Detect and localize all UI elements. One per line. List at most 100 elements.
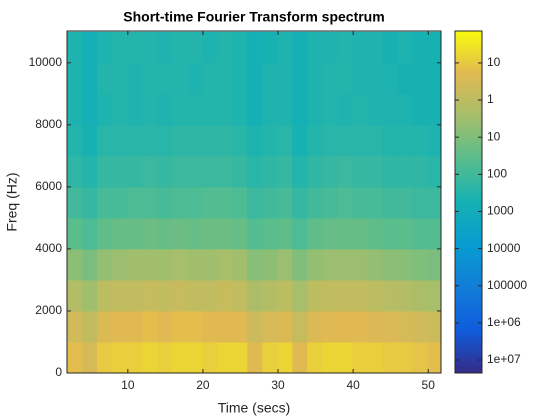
heatmap-cell <box>322 279 338 312</box>
heatmap-cell <box>277 93 293 126</box>
heatmap-cell <box>352 124 368 157</box>
heatmap-cell <box>307 341 323 373</box>
x-axis-label: Time (secs) <box>218 400 291 416</box>
x-tick-label: 30 <box>271 378 285 392</box>
heatmap-cell <box>232 217 248 250</box>
heatmap-cell <box>157 31 173 64</box>
heatmap-cell <box>82 62 98 95</box>
colorbar-tick-label: 10000 <box>487 241 521 255</box>
heatmap-cell <box>232 248 248 281</box>
heatmap-cell <box>247 248 263 281</box>
heatmap-cell <box>397 217 413 250</box>
heatmap-cell <box>367 341 383 373</box>
heatmap-cell <box>217 279 233 312</box>
heatmap-cell <box>172 31 188 64</box>
heatmap-cell <box>67 31 83 64</box>
heatmap-cell <box>292 93 308 126</box>
chart-title: Short-time Fourier Transform spectrum <box>123 9 384 25</box>
heatmap-cell <box>262 31 278 64</box>
heatmap-cell <box>292 186 308 219</box>
heatmap-cell <box>157 93 173 126</box>
heatmap-cell <box>307 62 323 95</box>
heatmap-cell <box>97 155 113 188</box>
heatmap-cell <box>382 62 398 95</box>
heatmap-cell <box>292 155 308 188</box>
heatmap-cell <box>337 310 353 343</box>
heatmap-cell <box>187 341 203 373</box>
heatmap-cell <box>307 93 323 126</box>
heatmap-cell <box>322 124 338 157</box>
heatmap-cell <box>337 62 353 95</box>
heatmap-cell <box>157 62 173 95</box>
heatmap-cell <box>247 124 263 157</box>
heatmap-cell <box>142 310 158 343</box>
heatmap-cell <box>367 93 383 126</box>
heatmap-cell <box>172 155 188 188</box>
heatmap-cell <box>322 62 338 95</box>
heatmap-cell <box>157 186 173 219</box>
heatmap-cell <box>427 341 441 373</box>
heatmap-cell <box>112 62 128 95</box>
heatmap-cell <box>292 310 308 343</box>
heatmap-cell <box>97 310 113 343</box>
heatmap-cell <box>307 279 323 312</box>
heatmap-cell <box>232 31 248 64</box>
heatmap-cell <box>172 62 188 95</box>
y-tick-label: 10000 <box>29 55 63 69</box>
heatmap-cell <box>172 124 188 157</box>
heatmap-cell <box>397 310 413 343</box>
heatmap-cell <box>367 124 383 157</box>
heatmap-cell <box>382 217 398 250</box>
heatmap-cell <box>157 310 173 343</box>
heatmap-cell <box>397 93 413 126</box>
heatmap-cell <box>142 124 158 157</box>
heatmap-cell <box>67 155 83 188</box>
heatmap-cell <box>337 155 353 188</box>
heatmap-cell <box>292 217 308 250</box>
heatmap-cell <box>127 248 143 281</box>
heatmap-cell <box>322 186 338 219</box>
heatmap-cell <box>157 217 173 250</box>
heatmap-cell <box>67 186 83 219</box>
heatmap-cell <box>262 93 278 126</box>
heatmap-cell <box>127 217 143 250</box>
heatmap-cell <box>367 155 383 188</box>
heatmap-cell <box>247 93 263 126</box>
heatmap-cell <box>112 186 128 219</box>
colorbar-tick-label: 100 <box>487 167 507 181</box>
heatmap-cell <box>67 341 83 373</box>
heatmap-cell <box>352 310 368 343</box>
heatmap-cell <box>277 217 293 250</box>
heatmap-cell <box>97 62 113 95</box>
heatmap-cell <box>97 186 113 219</box>
heatmap-cell <box>172 186 188 219</box>
heatmap-cell <box>277 248 293 281</box>
heatmap-cell <box>247 341 263 373</box>
heatmap-cell <box>112 248 128 281</box>
y-tick-label: 2000 <box>35 303 62 317</box>
heatmap-cell <box>142 31 158 64</box>
heatmap-cell <box>307 217 323 250</box>
heatmap-cell <box>412 248 428 281</box>
heatmap-cell <box>217 186 233 219</box>
heatmap-cell <box>262 279 278 312</box>
heatmap-cell <box>97 124 113 157</box>
heatmap-cell <box>127 186 143 219</box>
heatmap-cell <box>232 93 248 126</box>
heatmap-cell <box>397 124 413 157</box>
heatmap-cell <box>202 341 218 373</box>
heatmap-cell <box>82 124 98 157</box>
heatmap-cell <box>322 31 338 64</box>
heatmap-cell <box>112 124 128 157</box>
heatmap-cell <box>337 186 353 219</box>
heatmap-cell <box>232 186 248 219</box>
y-tick-label: 4000 <box>35 241 62 255</box>
heatmap-cell <box>157 279 173 312</box>
heatmap-cell <box>382 93 398 126</box>
plot-frame <box>66 30 442 374</box>
heatmap-cell <box>187 155 203 188</box>
y-tick-label: 0 <box>55 365 62 379</box>
heatmap-cell <box>277 31 293 64</box>
heatmap-cell <box>82 93 98 126</box>
